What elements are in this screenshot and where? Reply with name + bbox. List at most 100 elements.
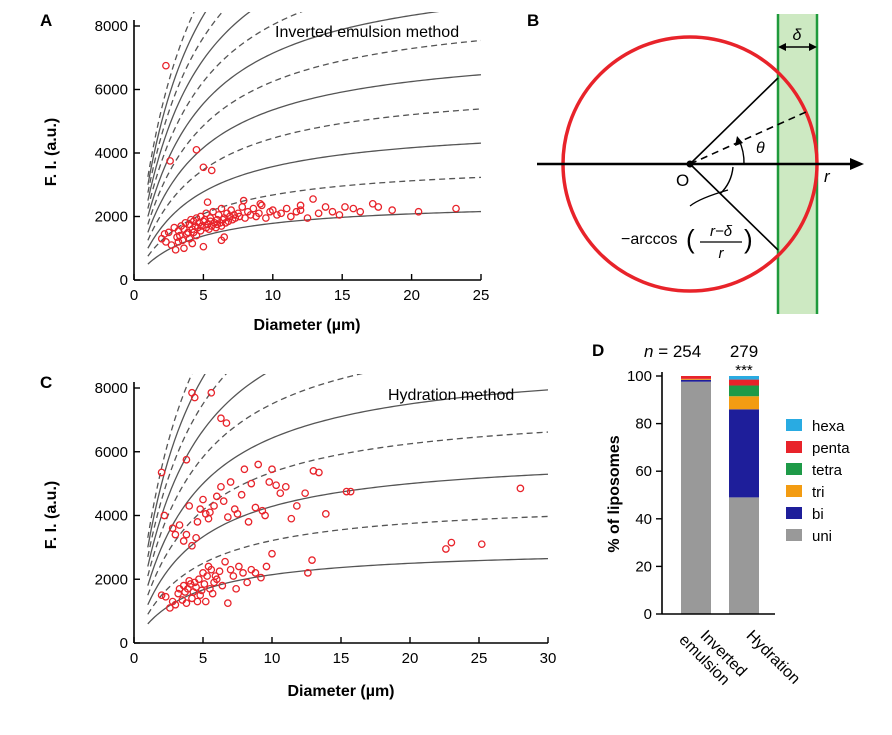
data-point xyxy=(229,572,238,580)
data-point xyxy=(196,226,205,235)
panel-a-letter: A xyxy=(40,11,52,30)
solid-fit-curve-3 xyxy=(147,74,481,233)
data-point xyxy=(321,203,330,211)
data-point xyxy=(217,414,225,423)
data-point xyxy=(193,518,202,526)
x-tick-label: 10 xyxy=(264,287,281,304)
panel-a-ylabel: F. I. (a.u.) xyxy=(43,118,60,186)
data-point xyxy=(251,569,260,577)
category-label: Hydration xyxy=(743,627,803,687)
panel-c: C 0 5 10 15 20 25 30 0 2000 4000 6000 8000 Hydratio… xyxy=(40,373,556,700)
data-points xyxy=(157,388,525,612)
fit-curves xyxy=(147,374,548,625)
data-point xyxy=(192,145,201,154)
data-point xyxy=(196,505,205,513)
data-point xyxy=(296,206,305,214)
arccos-right-paren: ) xyxy=(744,224,753,254)
x-tick-label: 15 xyxy=(334,287,351,304)
theta-arrowhead xyxy=(735,136,743,146)
data-point xyxy=(217,482,225,491)
data-point xyxy=(301,489,309,498)
solid-fit-curve-1 xyxy=(147,557,548,625)
y-tick-label: 4000 xyxy=(95,145,128,162)
data-point xyxy=(239,569,247,577)
data-point xyxy=(328,207,337,216)
delta-label: δ xyxy=(793,27,803,44)
data-point xyxy=(208,589,217,598)
n-header: n = 254 xyxy=(644,342,701,361)
data-point xyxy=(255,209,263,218)
data-point xyxy=(296,201,305,210)
bar-segment-uni xyxy=(681,381,711,614)
category-label-line: Hydration xyxy=(743,627,803,687)
data-point xyxy=(341,203,349,211)
x-tick-label: 20 xyxy=(403,287,420,304)
dashed-fit-curve-3 xyxy=(147,374,363,577)
data-point xyxy=(335,211,344,219)
data-point xyxy=(262,562,271,571)
data-point xyxy=(452,204,460,213)
dashed-fit-curve-3 xyxy=(147,39,481,225)
data-point xyxy=(226,478,235,486)
theta-label: θ xyxy=(756,140,765,157)
panel-d-plot: 0 20 40 60 80 100 xyxy=(627,368,775,623)
delta-arrow-right-head xyxy=(809,43,817,51)
panel-d-letter: D xyxy=(592,341,604,360)
bar-segment-tetra xyxy=(729,385,759,397)
data-point xyxy=(256,199,265,208)
x-tick-label: 10 xyxy=(264,650,281,667)
data-point xyxy=(257,201,266,210)
origin-label: O xyxy=(676,171,689,190)
y-tick-label: 2000 xyxy=(95,209,128,226)
data-point xyxy=(249,204,258,213)
data-point xyxy=(226,565,235,574)
data-point xyxy=(212,575,221,584)
data-point xyxy=(212,492,221,501)
legend-swatch-uni xyxy=(786,529,802,541)
n-equals: = xyxy=(653,342,672,361)
data-point xyxy=(268,206,277,214)
y-tick-label: 6000 xyxy=(95,82,128,99)
panel-c-plot: 0 5 10 15 20 25 30 0 2000 4000 6000 8000 xyxy=(95,374,556,667)
data-point xyxy=(286,212,295,221)
data-point xyxy=(219,497,228,506)
data-point xyxy=(368,199,377,208)
data-point xyxy=(223,513,232,521)
data-point xyxy=(238,203,247,211)
data-point xyxy=(210,502,218,510)
r-axis-arrowhead xyxy=(850,158,864,170)
data-point xyxy=(160,511,169,520)
dashed-fit-curve-2 xyxy=(147,108,481,241)
data-point xyxy=(414,207,423,216)
arccos-numerator: r−δ xyxy=(710,223,733,240)
y-tick-label: 0 xyxy=(120,635,128,652)
data-point xyxy=(193,597,202,606)
solid-fit-curve-5 xyxy=(147,374,206,548)
data-point xyxy=(215,567,224,576)
data-point xyxy=(201,597,210,606)
data-point xyxy=(222,419,231,427)
data-point xyxy=(516,484,525,493)
data-point xyxy=(200,580,209,588)
y-tick-label: 0 xyxy=(644,606,652,623)
panel-d: D n = 254 279 *** 0 20 40 60 80 100 % of lipo… xyxy=(592,341,850,689)
x-tick-label: 0 xyxy=(130,287,138,304)
data-point xyxy=(273,211,281,219)
legend-label-tri: tri xyxy=(812,484,825,501)
data-point xyxy=(206,217,215,226)
legend-label-uni: uni xyxy=(812,528,832,545)
panel-a-plot: 0 5 10 15 20 25 0 2000 4000 6000 8000 xyxy=(95,12,489,304)
solid-fit-curve-4 xyxy=(147,374,267,567)
data-point xyxy=(477,540,486,549)
data-point xyxy=(199,242,208,251)
data-point xyxy=(185,502,194,510)
data-point xyxy=(287,514,296,523)
data-point xyxy=(167,241,176,249)
panel-d-ylabel: % of liposomes xyxy=(606,435,623,552)
data-point xyxy=(209,207,217,216)
lower-radius xyxy=(689,163,779,251)
panel-a-xlabel: Diameter (µm) xyxy=(253,317,360,334)
data-point xyxy=(314,209,323,218)
bar-segment-tri xyxy=(729,396,759,410)
data-point xyxy=(175,521,184,529)
